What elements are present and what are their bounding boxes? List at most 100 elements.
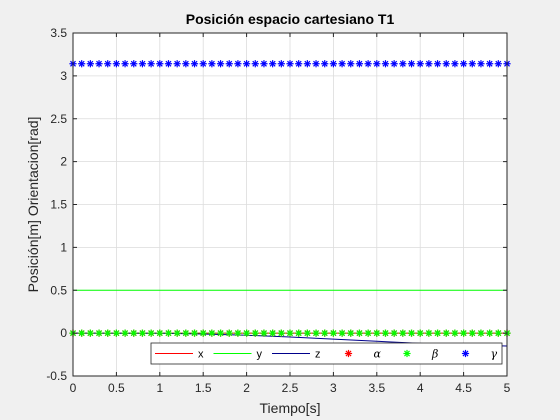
marker-point — [216, 60, 225, 68]
legend-label-γ: γ — [491, 348, 498, 361]
marker-point — [416, 329, 424, 337]
marker-point — [104, 60, 112, 68]
marker-point — [442, 329, 450, 337]
x-tick-label: 2 — [243, 381, 250, 395]
marker-point — [486, 329, 494, 337]
y-tick-label: 0 — [60, 326, 67, 340]
marker-point — [425, 60, 433, 68]
marker-point — [199, 60, 207, 68]
marker-point — [381, 60, 390, 68]
x-tick-label: 2.5 — [282, 381, 299, 395]
marker-point — [182, 329, 190, 337]
marker-point — [494, 329, 502, 337]
marker-point — [95, 60, 103, 68]
marker-point — [78, 329, 86, 337]
marker-point — [251, 60, 259, 68]
marker-point — [208, 60, 216, 68]
marker-point — [460, 329, 468, 337]
marker-point — [355, 329, 364, 337]
y-tick-label: 3.5 — [50, 26, 67, 40]
y-tick-label: 2.5 — [50, 112, 67, 126]
series-markers-γ — [69, 60, 511, 68]
marker-point — [225, 60, 233, 68]
marker-point — [329, 329, 337, 337]
marker-point — [234, 60, 242, 68]
marker-point — [295, 60, 303, 68]
marker-point — [468, 329, 476, 337]
marker-point — [286, 329, 294, 337]
marker-point — [364, 60, 372, 68]
marker-point — [468, 60, 476, 68]
marker-point — [147, 329, 155, 337]
marker-point — [199, 329, 207, 337]
legend-label-y: y — [257, 349, 263, 361]
marker-point — [399, 60, 407, 68]
x-tick-label: 0 — [70, 381, 77, 395]
marker-point — [329, 60, 337, 68]
marker-point — [312, 60, 320, 68]
marker-point — [121, 329, 129, 337]
x-tick-label: 3.5 — [368, 381, 385, 395]
x-tick-label: 4 — [417, 381, 424, 395]
chart-title: Posición espacio cartesiano T1 — [186, 11, 395, 27]
marker-point — [486, 60, 494, 68]
legend-marker-α — [344, 349, 353, 358]
marker-point — [78, 60, 86, 68]
x-tick-label: 1.5 — [195, 381, 212, 395]
marker-point — [312, 329, 320, 337]
y-tick-label: -0.5 — [46, 369, 67, 383]
marker-point — [130, 60, 138, 68]
marker-point — [121, 60, 129, 68]
marker-point — [156, 60, 164, 68]
marker-point — [416, 60, 424, 68]
marker-point — [190, 60, 199, 68]
marker-point — [164, 329, 173, 337]
x-tick-label: 4.5 — [455, 381, 472, 395]
y-tick-label: 0.5 — [50, 283, 67, 297]
legend-label-β: β — [431, 348, 438, 361]
marker-point — [451, 329, 459, 337]
marker-point — [390, 60, 398, 68]
marker-point — [303, 60, 311, 68]
marker-point — [173, 60, 181, 68]
marker-point — [451, 60, 459, 68]
marker-point — [234, 329, 242, 337]
marker-point — [130, 329, 138, 337]
marker-point — [147, 60, 155, 68]
marker-point — [373, 329, 381, 337]
marker-point — [138, 329, 147, 337]
x-tick-label: 0.5 — [108, 381, 125, 395]
x-tick-label: 3 — [330, 381, 337, 395]
legend-label-x: x — [198, 349, 204, 361]
marker-point — [364, 329, 372, 337]
marker-point — [190, 329, 199, 337]
marker-point — [251, 329, 259, 337]
marker-point — [86, 329, 94, 337]
y-tick-label: 3 — [60, 69, 67, 83]
marker-point — [243, 329, 251, 337]
marker-point — [407, 60, 416, 68]
marker-point — [355, 60, 364, 68]
y-tick-label: 1.5 — [50, 198, 67, 212]
marker-point — [407, 329, 416, 337]
marker-point — [442, 60, 450, 68]
marker-point — [338, 329, 346, 337]
x-tick-label: 1 — [156, 381, 163, 395]
marker-point — [321, 329, 329, 337]
marker-point — [347, 329, 355, 337]
marker-point — [477, 60, 485, 68]
marker-point — [243, 60, 251, 68]
marker-point — [303, 329, 311, 337]
marker-point — [164, 60, 173, 68]
x-axis-label: Tiempo[s] — [260, 400, 321, 416]
legend-marker-γ — [461, 349, 470, 358]
marker-point — [373, 60, 381, 68]
marker-point — [433, 329, 442, 337]
marker-point — [260, 329, 268, 337]
marker-point — [425, 329, 433, 337]
marker-point — [277, 60, 285, 68]
marker-point — [208, 329, 216, 337]
marker-point — [86, 60, 94, 68]
series-markers-β — [69, 329, 511, 337]
